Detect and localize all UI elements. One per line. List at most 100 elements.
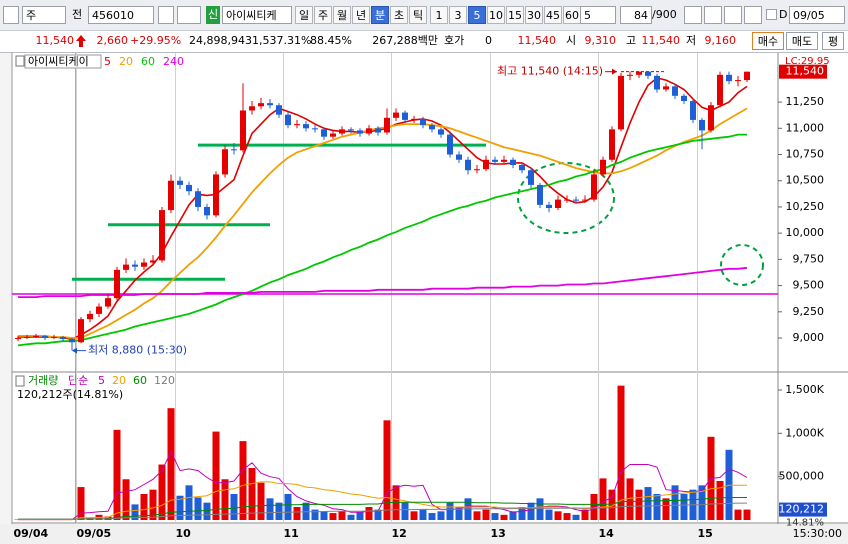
search-icon[interactable] — [158, 6, 174, 24]
sell-button[interactable]: 매도 — [786, 32, 818, 50]
period-button[interactable]: 일 — [295, 6, 313, 24]
volume-subtitle: 단순 — [68, 374, 88, 387]
y-tick-label: 1,500K — [785, 383, 824, 396]
volume-bar — [734, 509, 742, 520]
interval-button[interactable]: 60 — [563, 6, 581, 24]
tool-icon[interactable] — [704, 6, 722, 24]
volume-bar — [455, 506, 463, 520]
volume-bar — [716, 480, 724, 520]
last-price-box — [779, 64, 827, 79]
tool-icon[interactable] — [724, 6, 742, 24]
interval-select[interactable]: 5 — [580, 6, 616, 24]
interval-button[interactable]: 45 — [544, 6, 562, 24]
sound-icon[interactable] — [177, 6, 201, 24]
volume-bar — [428, 513, 436, 520]
volume-bar — [419, 509, 427, 520]
count-total: /900 — [652, 8, 677, 21]
interval-button[interactable]: 30 — [525, 6, 543, 24]
volume-pct: 14.81% — [786, 518, 824, 529]
volume-bar — [338, 511, 346, 520]
highlight-ellipse — [517, 162, 615, 234]
volume-bar — [698, 485, 706, 520]
volume-bar — [158, 464, 166, 520]
interval-button[interactable]: 10 — [487, 6, 505, 24]
candle-body — [438, 129, 444, 135]
title-box — [24, 54, 102, 69]
period-button[interactable]: 년 — [352, 6, 370, 24]
candle-body — [195, 191, 201, 207]
candle-body — [564, 199, 570, 201]
period-button[interactable]: 월 — [333, 6, 351, 24]
candle-body — [528, 170, 534, 185]
period-button[interactable]: 초 — [390, 6, 408, 24]
period-button[interactable]: 주 — [314, 6, 332, 24]
annotation-arrowhead — [72, 347, 77, 354]
volume-bar — [149, 489, 157, 520]
x-tick-label: 13 — [491, 527, 506, 540]
volume-bar — [140, 493, 148, 520]
legend-entry: 20 — [112, 374, 126, 387]
candle-body — [141, 262, 147, 267]
candle-body — [132, 264, 138, 267]
buy-button[interactable]: 매수 — [752, 32, 784, 50]
price: 11,540 — [35, 34, 75, 47]
candle-body — [276, 105, 282, 115]
volume-bar — [113, 429, 121, 520]
time-label: 15:30:00 — [793, 527, 842, 540]
x-tick-label: 11 — [284, 527, 299, 540]
count-input[interactable]: 84 — [620, 6, 652, 24]
code-input[interactable]: 456010 — [88, 6, 154, 24]
date-input[interactable]: 09/05 — [789, 6, 845, 24]
change: 2,660 — [96, 34, 129, 47]
date-flag: D — [779, 8, 788, 21]
candle-body — [312, 128, 318, 130]
moving-average — [18, 77, 748, 340]
volume-bar — [626, 478, 634, 520]
interval-button[interactable]: 3 — [449, 6, 467, 24]
volume-bar — [590, 493, 598, 520]
volume-bar — [275, 502, 283, 520]
volume-bar — [77, 487, 85, 520]
candle-body — [42, 335, 48, 339]
volume-bar — [248, 467, 256, 520]
candle-body — [591, 174, 597, 200]
volume-bar — [743, 509, 751, 520]
period-button[interactable]: 틱 — [409, 6, 427, 24]
volume-bar — [185, 485, 193, 520]
candle-body — [654, 75, 660, 90]
candle-body — [321, 129, 327, 137]
tool-icon[interactable] — [744, 6, 762, 24]
y-tick-label: 1,000K — [785, 426, 824, 439]
menu-icon[interactable] — [3, 6, 19, 24]
tool-icon[interactable] — [684, 6, 702, 24]
period-button[interactable]: 분 — [371, 6, 389, 24]
interval-button[interactable]: 15 — [506, 6, 524, 24]
volume-bar — [131, 504, 139, 520]
lc-label: LC:29.95 — [785, 56, 830, 67]
volume-bar — [572, 514, 580, 520]
date-checkbox[interactable] — [766, 9, 777, 20]
x-tick-label: 12 — [392, 527, 407, 540]
panel-icon — [15, 55, 25, 67]
high: 11,540 — [641, 34, 681, 47]
interval-button[interactable]: 5 — [468, 6, 486, 24]
candle-body — [186, 184, 192, 192]
interval-button[interactable]: 1 — [430, 6, 448, 24]
candle-body — [690, 101, 696, 120]
volume-bar — [410, 511, 418, 520]
y-tick-label: 11,250 — [786, 95, 825, 108]
volume-bar — [554, 511, 562, 520]
legend-entry: 240 — [163, 55, 184, 68]
annotation: 최고 11,540 (14:15) — [497, 65, 603, 78]
panel-title: 아이씨티케이 — [28, 55, 89, 68]
last-volume-label: 120,212 — [779, 503, 825, 516]
candle-body — [609, 129, 615, 160]
avg-button[interactable]: 평 — [822, 32, 844, 50]
candle-body — [87, 313, 93, 320]
x-tick-label: 14 — [599, 527, 615, 540]
volume-bar — [383, 420, 391, 520]
candle-body — [96, 306, 102, 314]
last-price-label: 11,540 — [786, 65, 825, 78]
market-select[interactable]: 주 — [22, 6, 66, 24]
